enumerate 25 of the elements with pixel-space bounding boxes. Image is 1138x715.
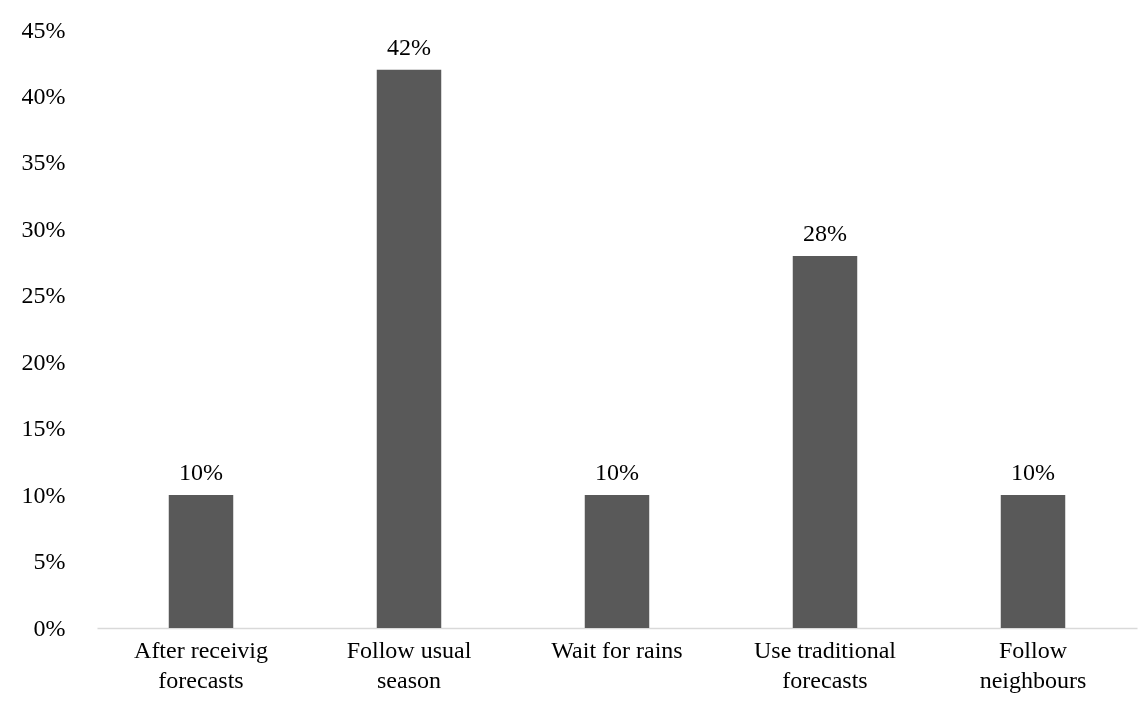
y-tick-label: 40% [21, 82, 66, 109]
x-tick-label: Follow neighbours [979, 636, 1087, 693]
bar [168, 495, 234, 628]
y-tick-label: 15% [21, 415, 66, 442]
y-tick-label: 0% [33, 614, 66, 641]
bar [584, 495, 650, 628]
bar [376, 69, 442, 628]
data-label: 10% [1011, 459, 1055, 486]
y-tick-label: 5% [33, 548, 66, 575]
y-tick-label: 45% [21, 16, 66, 43]
x-tick-label: Follow usual season [346, 636, 472, 693]
x-tick-label: Use traditional forecasts [754, 636, 897, 693]
y-tick-label: 30% [21, 215, 66, 242]
bar [1000, 495, 1066, 628]
data-label: 28% [803, 219, 847, 246]
y-tick-label: 35% [21, 149, 66, 176]
y-tick-label: 10% [21, 481, 66, 508]
bar [792, 255, 858, 628]
y-tick-label: 20% [21, 348, 66, 375]
data-label: 10% [179, 459, 223, 486]
x-tick-label: After receivig forecasts [134, 636, 268, 693]
x-tick-label: Wait for rains [551, 636, 683, 663]
data-label: 42% [387, 33, 431, 60]
data-label: 10% [595, 459, 639, 486]
y-tick-label: 25% [21, 282, 66, 309]
